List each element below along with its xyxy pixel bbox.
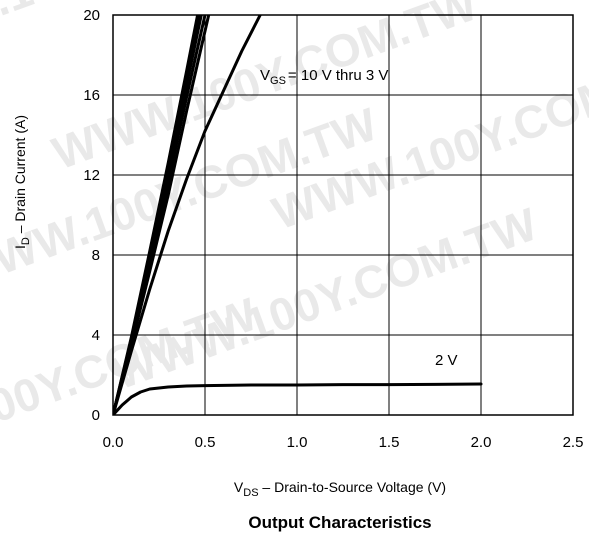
annotation-2v: 2 V — [435, 352, 458, 369]
series-line-7 — [113, 382, 483, 415]
x-tick-labels: 0.0 0.5 1.0 1.5 2.0 2.5 — [103, 434, 584, 451]
y-tick-labels: 0 4 8 12 16 20 — [83, 7, 100, 424]
y-tick-label: 12 — [83, 167, 100, 184]
curves-layer — [113, 15, 483, 415]
x-tick-label: 2.0 — [471, 434, 492, 451]
x-tick-label: 1.0 — [287, 434, 308, 451]
y-tick-label: 0 — [92, 407, 100, 424]
x-tick-label: 2.5 — [563, 434, 584, 451]
series-line-6 — [113, 15, 262, 415]
x-tick-label: 0.0 — [103, 434, 124, 451]
annotation-vgs-range: VGS = 10 V thru 3 V — [260, 67, 388, 87]
chart-title: Output Characteristics — [248, 513, 431, 532]
x-axis-label: VDS – Drain-to-Source Voltage (V) — [234, 479, 446, 499]
plot-frame — [112, 14, 574, 416]
y-tick-label: 8 — [92, 247, 100, 264]
x-tick-label: 1.5 — [379, 434, 400, 451]
x-tick-label: 0.5 — [195, 434, 216, 451]
y-tick-label: 20 — [83, 7, 100, 24]
y-tick-label: 4 — [92, 327, 100, 344]
y-axis-label: ID – Drain Current (A) — [12, 115, 32, 249]
y-tick-label: 16 — [83, 87, 100, 104]
